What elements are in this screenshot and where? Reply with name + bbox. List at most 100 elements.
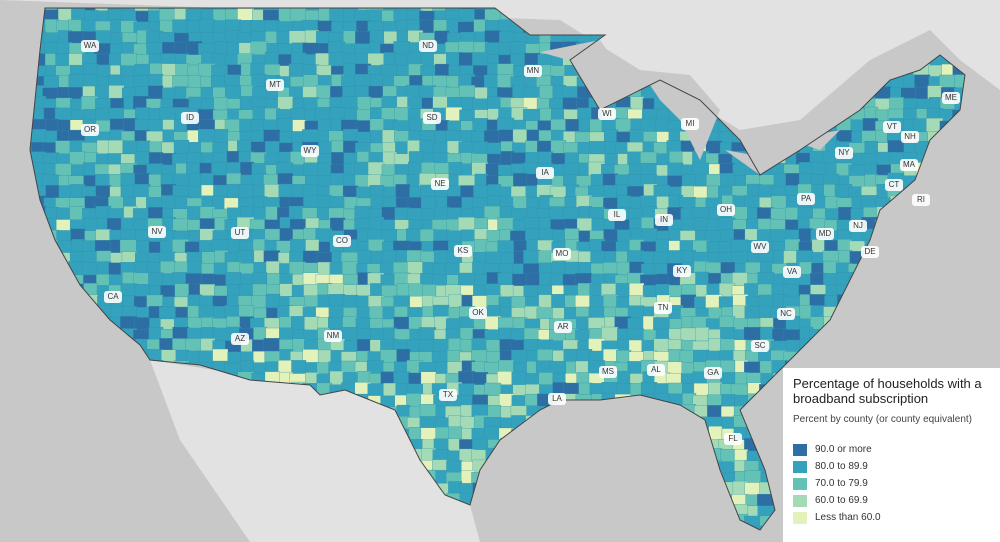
county xyxy=(796,351,814,364)
county xyxy=(57,415,73,430)
county xyxy=(214,129,229,144)
county xyxy=(513,173,528,188)
county xyxy=(667,526,684,530)
state-label: CA xyxy=(104,291,122,303)
county xyxy=(174,296,190,309)
legend-item: 90.0 or more xyxy=(793,441,990,458)
county xyxy=(135,492,151,507)
county xyxy=(252,283,268,298)
county xyxy=(82,415,99,430)
county xyxy=(121,525,138,530)
county xyxy=(643,131,658,144)
county xyxy=(342,185,359,199)
county xyxy=(602,426,619,441)
county xyxy=(616,492,632,507)
county xyxy=(890,195,905,210)
state-label: IL xyxy=(608,209,626,221)
county xyxy=(512,129,528,144)
county xyxy=(45,327,60,342)
county xyxy=(30,162,34,177)
county xyxy=(500,252,515,265)
county xyxy=(55,284,73,298)
county xyxy=(71,525,86,530)
county xyxy=(213,514,229,529)
county xyxy=(484,493,502,507)
county xyxy=(95,229,112,243)
county xyxy=(642,285,658,298)
county xyxy=(81,503,99,518)
county xyxy=(851,349,866,364)
county xyxy=(927,164,944,177)
county xyxy=(133,75,151,89)
legend-item: 80.0 to 89.9 xyxy=(793,458,990,475)
county xyxy=(55,469,73,485)
state-label: NC xyxy=(777,308,795,320)
county xyxy=(864,140,879,155)
state-abbr: MS xyxy=(602,367,614,376)
county xyxy=(30,448,34,463)
county xyxy=(160,526,177,530)
county xyxy=(747,130,762,144)
county xyxy=(122,516,138,529)
county xyxy=(695,327,710,342)
county xyxy=(602,262,619,276)
county xyxy=(356,109,372,122)
county xyxy=(108,139,125,155)
county xyxy=(889,305,905,320)
county xyxy=(848,87,866,100)
county xyxy=(458,272,476,287)
county xyxy=(615,438,632,452)
county xyxy=(732,525,749,530)
county xyxy=(148,395,164,408)
county xyxy=(653,437,671,452)
county xyxy=(55,163,73,177)
county xyxy=(630,96,645,111)
county xyxy=(370,130,385,144)
state-abbr: RI xyxy=(917,195,925,204)
state-abbr: CA xyxy=(107,292,119,301)
county xyxy=(526,537,540,542)
county xyxy=(851,97,866,111)
county xyxy=(693,537,709,542)
county xyxy=(720,449,736,463)
county xyxy=(175,63,190,78)
county xyxy=(576,438,593,452)
county xyxy=(615,461,632,474)
county xyxy=(94,459,112,474)
county xyxy=(44,239,60,254)
county xyxy=(357,96,372,111)
county xyxy=(381,285,398,298)
county xyxy=(955,295,965,309)
county xyxy=(43,404,60,419)
county xyxy=(512,273,528,287)
legend-item: 70.0 to 79.9 xyxy=(793,475,990,492)
county xyxy=(172,19,190,34)
county xyxy=(70,450,86,463)
county xyxy=(201,251,216,265)
county xyxy=(617,76,632,89)
county xyxy=(213,97,229,111)
county xyxy=(875,305,892,320)
county xyxy=(916,173,931,188)
county xyxy=(812,119,827,133)
county xyxy=(278,360,294,375)
county xyxy=(31,338,47,353)
county xyxy=(67,283,86,298)
county xyxy=(497,217,515,232)
county xyxy=(526,470,541,485)
county xyxy=(188,142,203,155)
county xyxy=(914,229,931,243)
county xyxy=(759,537,774,542)
county xyxy=(914,261,931,276)
county xyxy=(565,119,580,133)
county xyxy=(955,350,965,364)
county xyxy=(614,450,632,463)
county xyxy=(783,329,801,342)
county xyxy=(914,273,931,287)
county xyxy=(759,427,775,441)
county xyxy=(537,54,554,67)
county xyxy=(82,439,99,452)
county xyxy=(30,503,34,518)
county xyxy=(940,306,957,320)
county xyxy=(786,140,801,155)
